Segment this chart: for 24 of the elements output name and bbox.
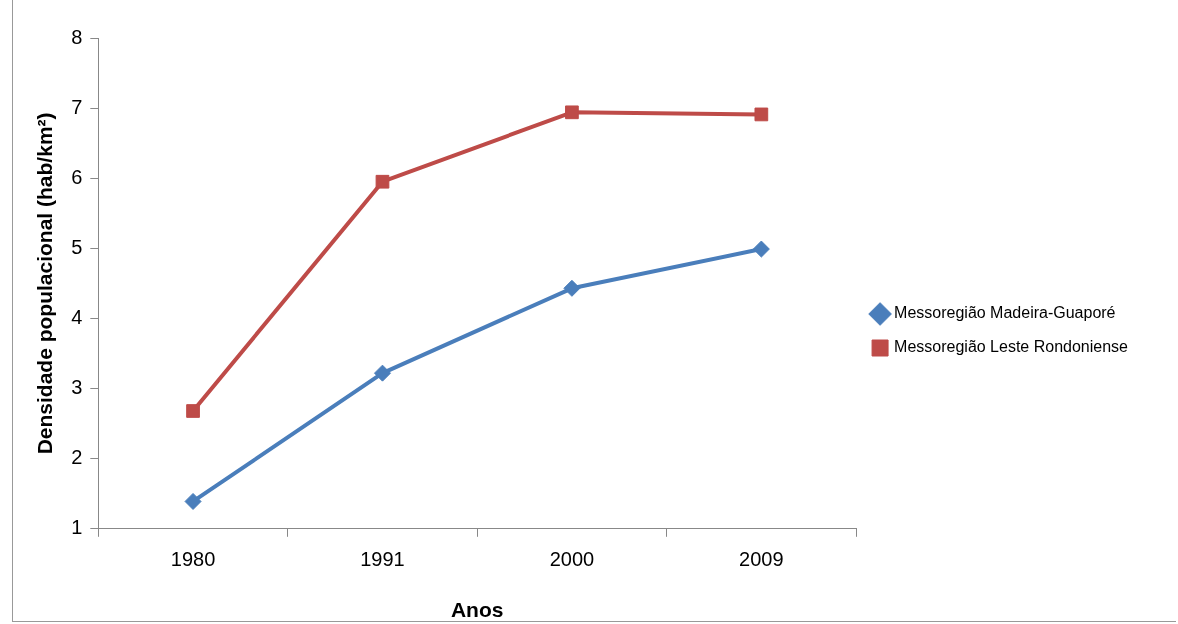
point — [563, 279, 581, 297]
point — [565, 105, 579, 120]
x-tick-label: 2009 — [739, 548, 784, 571]
point — [754, 107, 769, 122]
y-tick-label: 8 — [71, 25, 83, 48]
point — [186, 404, 200, 418]
y-tick-label: 6 — [71, 165, 83, 188]
legend-label: Messoregião Madeira-Guaporé — [894, 304, 1116, 322]
point — [373, 364, 391, 382]
y-tick-label: 3 — [71, 376, 83, 399]
point — [375, 174, 390, 189]
legend-label: Messoregião Leste Rondoniense — [894, 338, 1129, 356]
point — [184, 492, 202, 510]
y-axis-title: Densidade populacional (hab/km²) — [33, 112, 57, 455]
x-axis-title: Anos — [450, 598, 504, 622]
y-tick-label: 5 — [71, 235, 83, 258]
y-tick-label: 1 — [71, 516, 83, 539]
y-tick-label: 4 — [71, 305, 83, 328]
x-tick-label: 1980 — [170, 548, 216, 571]
y-tick-label: 2 — [71, 446, 83, 469]
y-tick-label: 7 — [71, 95, 83, 118]
point — [752, 240, 770, 258]
x-tick-label: 1991 — [360, 548, 405, 571]
x-tick-label: 2000 — [549, 548, 595, 571]
